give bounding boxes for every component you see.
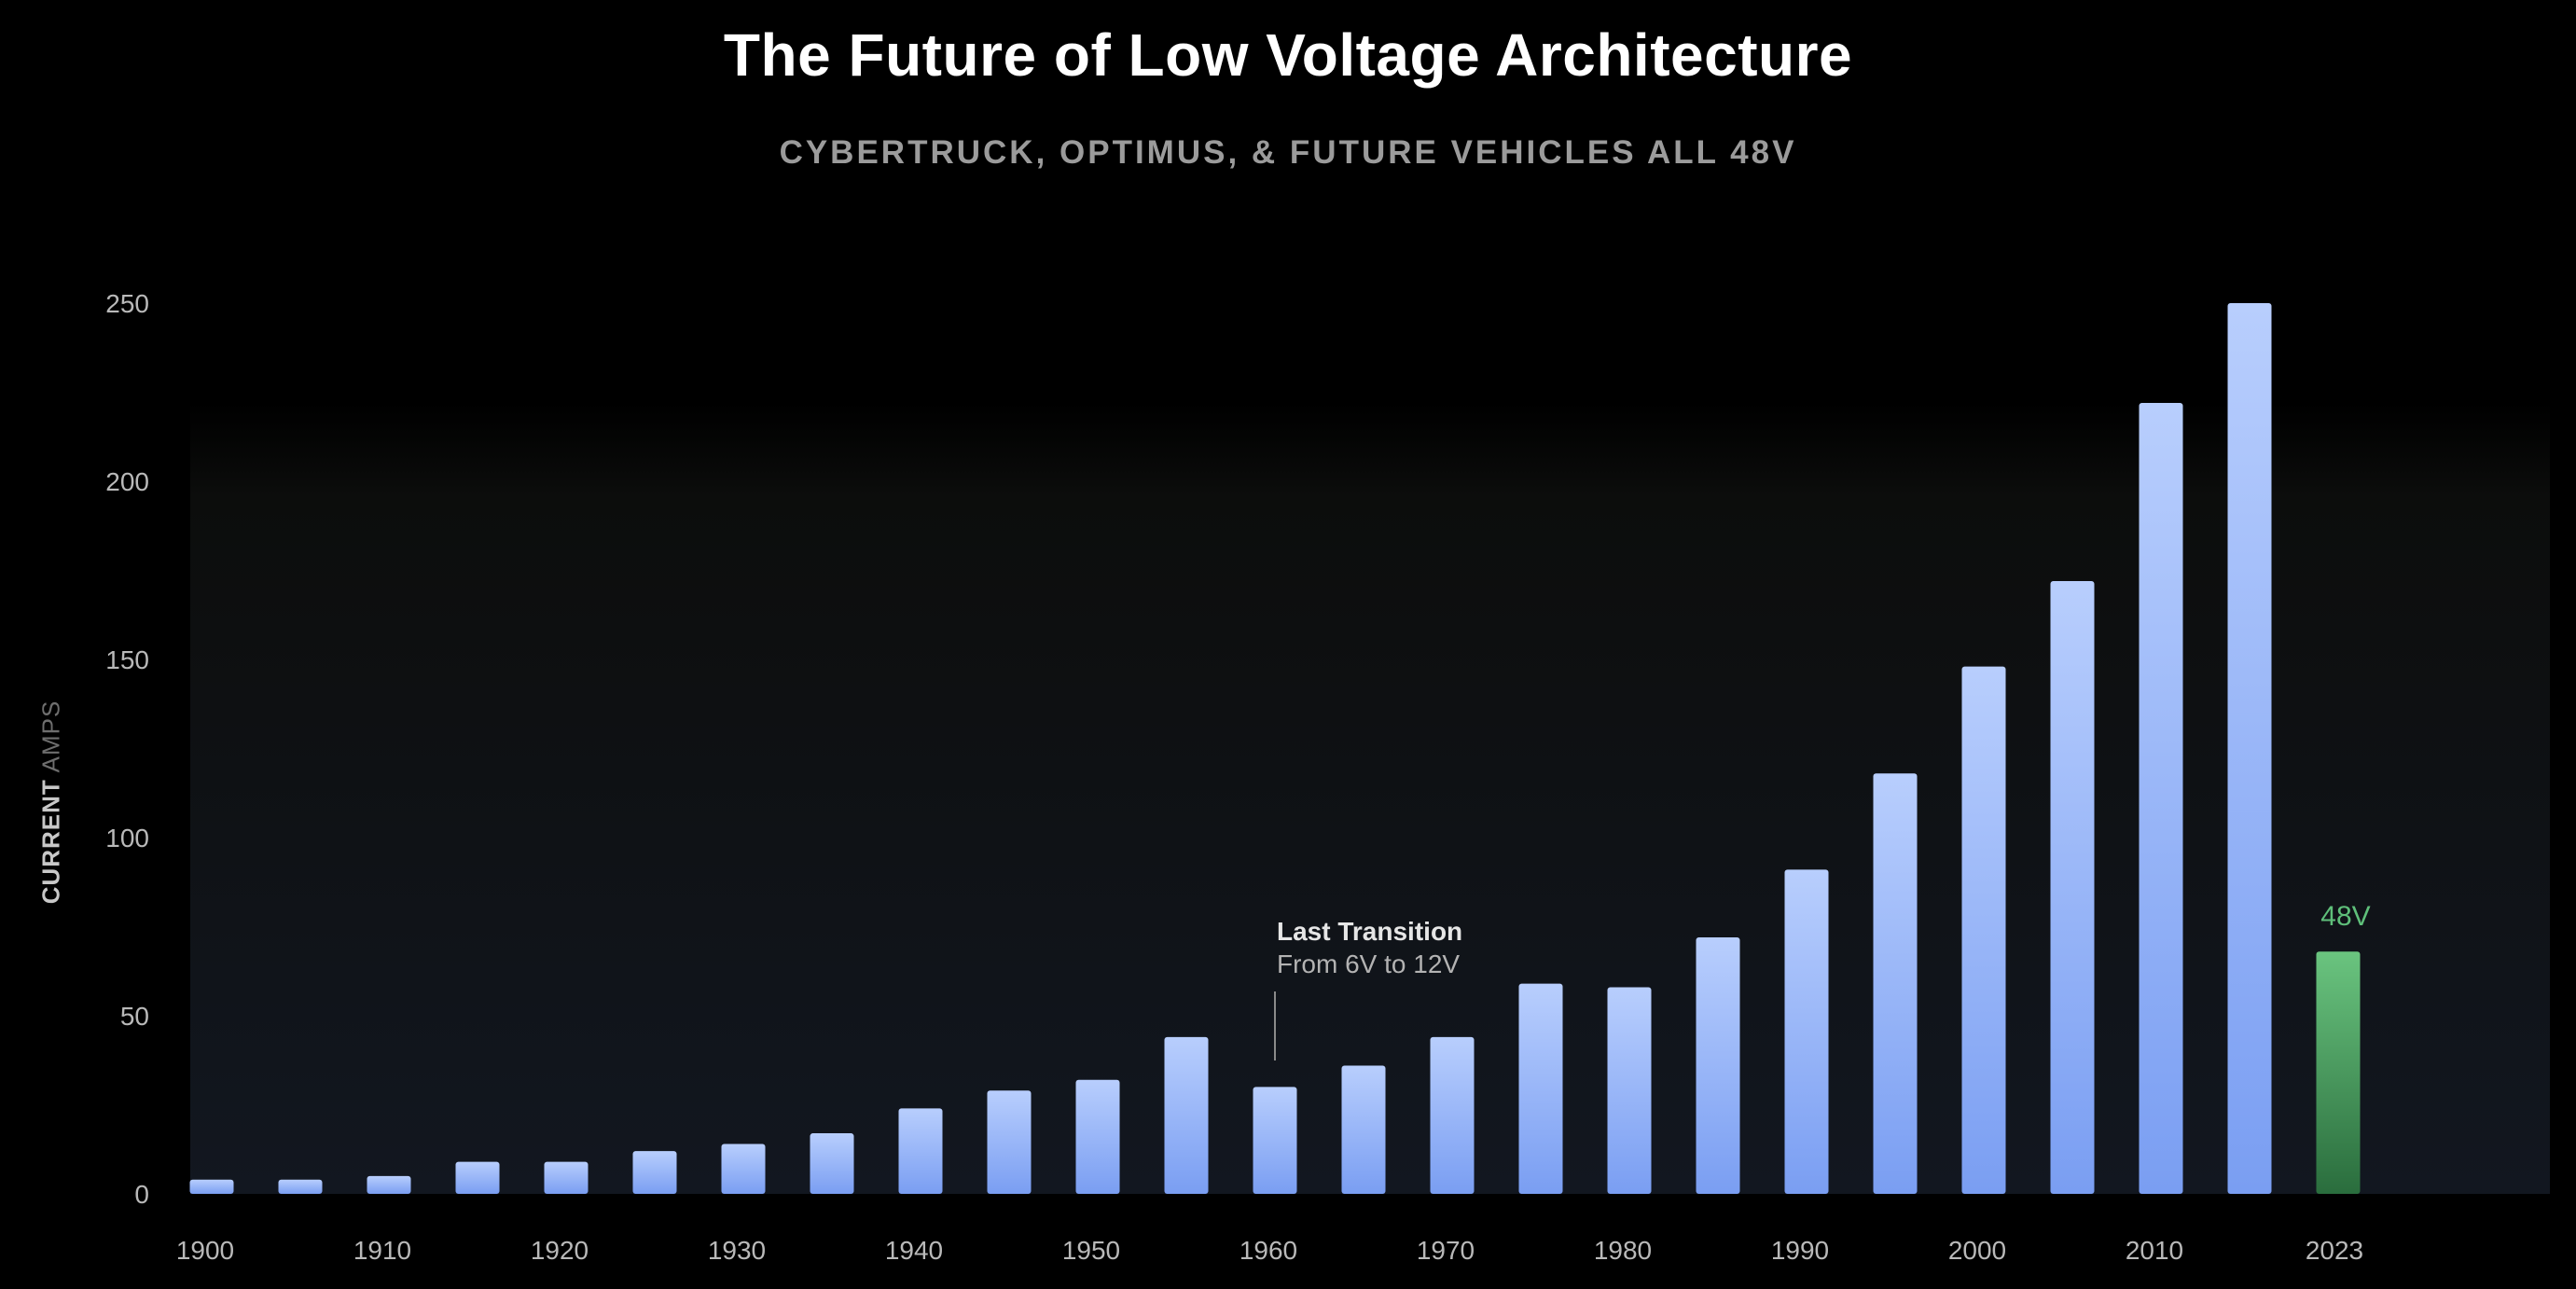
x-tick-label: 1920	[531, 1236, 589, 1265]
x-tick-label: 1990	[1771, 1236, 1829, 1265]
x-tick-label-highlight: 2023	[2306, 1236, 2363, 1265]
bar	[2139, 402, 2183, 1195]
annotation: Last Transition From 6V to 12V	[1274, 917, 1462, 1060]
x-tick-label: 1910	[353, 1236, 411, 1265]
bar	[1075, 1079, 1120, 1194]
y-tick-label: 100	[105, 824, 149, 852]
bar	[1607, 987, 1652, 1194]
y-tick-label: 200	[105, 467, 149, 496]
bars: 48V	[189, 303, 2371, 1195]
x-tick-label: 1980	[1594, 1236, 1652, 1265]
highlight-bar-label: 48V	[2320, 901, 2370, 932]
chart-subtitle: CYBERTRUCK, OPTIMUS, & FUTURE VEHICLES A…	[779, 134, 1797, 171]
bar	[1873, 773, 1918, 1194]
bar	[189, 1179, 234, 1194]
y-tick-label: 250	[105, 289, 149, 318]
chart-title: The Future of Low Voltage Architecture	[723, 21, 1853, 89]
bar	[987, 1090, 1032, 1194]
bar	[455, 1161, 500, 1194]
y-tick-label: 50	[120, 1002, 149, 1031]
y-tick-label: 0	[134, 1180, 149, 1209]
y-axis-ticks: 0 50 100 150 200 250	[105, 289, 149, 1209]
bar	[1961, 666, 2006, 1194]
x-tick-label: 1900	[176, 1236, 234, 1265]
annotation-title: Last Transition	[1277, 917, 1462, 946]
bar	[1784, 869, 1829, 1194]
bar	[1164, 1036, 1209, 1194]
x-tick-label: 2000	[1948, 1236, 2006, 1265]
bar	[367, 1175, 411, 1194]
bar	[2050, 580, 2095, 1194]
x-tick-label: 1960	[1240, 1236, 1297, 1265]
bar	[278, 1179, 323, 1194]
bar	[810, 1133, 854, 1194]
bar	[721, 1143, 766, 1194]
bar	[2227, 303, 2272, 1194]
bar	[1253, 1087, 1297, 1194]
bar	[1341, 1065, 1386, 1194]
bar	[898, 1108, 943, 1194]
x-tick-label: 2010	[2126, 1236, 2183, 1265]
x-axis-ticks: 1900 1910 1920 1930 1940 1950 1960 1970 1980 1990…	[176, 1236, 2363, 1265]
bar	[544, 1161, 589, 1194]
y-tick-label: 150	[105, 645, 149, 674]
bar-2023-highlight	[2316, 951, 2361, 1194]
x-tick-label: 1970	[1417, 1236, 1475, 1265]
bar	[1430, 1036, 1475, 1194]
bar	[632, 1151, 677, 1194]
x-tick-label: 1940	[885, 1236, 943, 1265]
bar	[1696, 936, 1740, 1194]
annotation-text: From 6V to 12V	[1277, 949, 1460, 978]
x-tick-label: 1950	[1062, 1236, 1120, 1265]
x-tick-label: 1930	[708, 1236, 766, 1265]
bar	[1518, 983, 1563, 1194]
